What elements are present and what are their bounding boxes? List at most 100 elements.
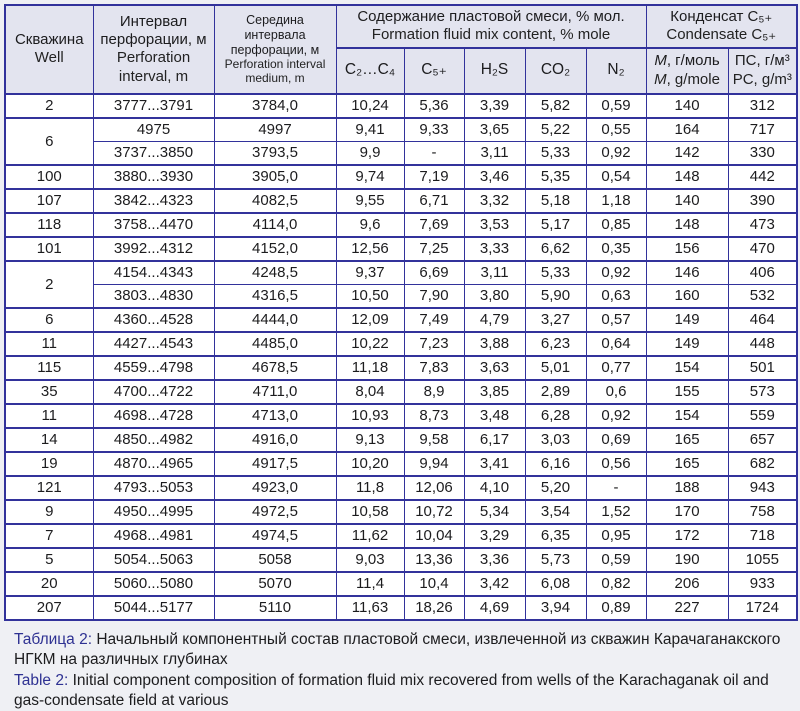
co2-cell: 5,35 bbox=[524, 163, 587, 190]
c5-cell: 9,58 bbox=[403, 426, 465, 453]
table-row: 35 4700...4722 4711,0 8,04 8,9 3,85 2,89 0,6 155… bbox=[4, 378, 798, 405]
condensate-content-unit-ru: ПС, г/м³ bbox=[734, 52, 790, 70]
c5-cell: 7,90 bbox=[403, 283, 465, 309]
well-cell: 121 bbox=[4, 474, 94, 501]
c5-cell: 13,36 bbox=[403, 546, 465, 573]
c2c4-cell: 9,9 bbox=[335, 140, 405, 166]
n2-cell: 0,89 bbox=[585, 594, 647, 621]
c2c4-cell: 10,22 bbox=[335, 330, 405, 357]
pc-cell: 657 bbox=[727, 426, 798, 453]
co2-cell: 6,62 bbox=[524, 235, 587, 262]
interval-cell: 5044...5177 bbox=[92, 594, 215, 621]
m-cell: 154 bbox=[645, 354, 729, 381]
c2c4-cell: 11,8 bbox=[335, 474, 405, 501]
formation-table: Скважина Well Интервал перфорации, м Per… bbox=[4, 4, 799, 621]
h2s-cell: 3,41 bbox=[463, 450, 526, 477]
interval-cell: 3992...4312 bbox=[92, 235, 215, 262]
table-row: 118 3758...4470 4114,0 9,6 7,69 3,53 5,17 0,85 1… bbox=[4, 211, 798, 238]
c5-cell: 7,83 bbox=[403, 354, 465, 381]
co2-cell: 5,90 bbox=[524, 283, 587, 309]
h2s-cell: 3,48 bbox=[463, 402, 526, 429]
medium-cell: 4917,5 bbox=[213, 450, 337, 477]
pc-cell: 470 bbox=[727, 235, 798, 262]
n2-cell: 0,92 bbox=[585, 402, 647, 429]
table-row: 6 4360...4528 4444,0 12,09 7,49 4,79 3,27 0,57 1… bbox=[4, 306, 798, 333]
medium-cell: 5058 bbox=[213, 546, 337, 573]
table-row: 121 4793...5053 4923,0 11,8 12,06 4,10 5,20-18… bbox=[4, 474, 798, 501]
header-col-molar-mass: M, г/моль M, g/mole bbox=[645, 47, 729, 95]
medium-cell: 4316,5 bbox=[213, 283, 337, 309]
n2-cell: 0,59 bbox=[585, 92, 647, 119]
medium-cell: 3784,0 bbox=[213, 92, 337, 119]
n2-cell: 0,64 bbox=[585, 330, 647, 357]
caption: Таблица 2: Начальный компонентный состав… bbox=[4, 621, 796, 711]
c5-cell: 7,49 bbox=[403, 306, 465, 333]
medium-cell: 4485,0 bbox=[213, 330, 337, 357]
molar-mass-unit-en: , g/mole bbox=[666, 70, 720, 88]
table-row: 107 3842...4323 4082,5 9,55 6,71 3,32 5,18 1,18… bbox=[4, 187, 798, 214]
h2s-cell: 6,17 bbox=[463, 426, 526, 453]
m-cell: 146 bbox=[645, 259, 729, 285]
n2-cell: - bbox=[585, 474, 647, 501]
c5-cell: 7,69 bbox=[403, 211, 465, 238]
m-cell: 188 bbox=[645, 474, 729, 501]
header-group-fluid-content-ru: Содержание пластовой смеси, % мол. bbox=[357, 8, 625, 25]
h2s-cell: 3,42 bbox=[463, 570, 526, 597]
table-row: 3737...3850 3793,5 9,9-3,11 5,33 0,92 142 330 bbox=[5, 140, 798, 166]
pc-cell: 573 bbox=[727, 378, 798, 405]
medium-cell: 3905,0 bbox=[213, 163, 337, 190]
c2c4-cell: 9,55 bbox=[335, 187, 405, 214]
c5-cell: 6,69 bbox=[403, 259, 465, 285]
caption-en-text: Initial component composition of formati… bbox=[14, 671, 769, 709]
m-cell: 164 bbox=[645, 116, 729, 142]
pc-cell: 442 bbox=[727, 163, 798, 190]
well-cell: 14 bbox=[4, 426, 94, 453]
medium-cell: 5110 bbox=[213, 594, 337, 621]
n2-cell: 0,63 bbox=[585, 283, 647, 309]
header-interval-medium-en: Perforation interval medium, m bbox=[224, 57, 326, 86]
table-row: 19 4870...4965 4917,5 10,20 9,94 3,41 6,16 0,56… bbox=[4, 450, 798, 477]
co2-cell: 6,23 bbox=[524, 330, 587, 357]
h2s-cell: 3,29 bbox=[463, 522, 526, 549]
table-row: 101 3992...4312 4152,0 12,56 7,25 3,33 6,62 0,3… bbox=[4, 235, 798, 262]
table-row: 5 5054...5063 5058 9,03 13,36 3,36 5,73 0,59 190… bbox=[4, 546, 798, 573]
well-cell: 9 bbox=[4, 498, 94, 525]
c5-cell: 8,9 bbox=[403, 378, 465, 405]
c2c4-cell: 12,56 bbox=[335, 235, 405, 262]
c2c4-cell: 10,50 bbox=[335, 283, 405, 309]
n2-cell: 0,55 bbox=[585, 116, 647, 142]
interval-cell: 3842...4323 bbox=[92, 187, 215, 214]
c5-cell: 5,36 bbox=[403, 92, 465, 119]
n2-cell: 0,57 bbox=[585, 306, 647, 333]
co2-cell: 5,18 bbox=[524, 187, 587, 214]
c2c4-cell: 11,18 bbox=[335, 354, 405, 381]
well-cell: 35 bbox=[4, 378, 94, 405]
h2s-cell: 3,32 bbox=[463, 187, 526, 214]
co2-cell: 3,27 bbox=[524, 306, 587, 333]
well-cell: 19 bbox=[4, 450, 94, 477]
molar-mass-symbol: M bbox=[654, 70, 667, 88]
medium-cell: 4711,0 bbox=[213, 378, 337, 405]
c5-cell: 10,04 bbox=[403, 522, 465, 549]
interval-cell: 3777...3791 bbox=[92, 92, 215, 119]
m-cell: 156 bbox=[645, 235, 729, 262]
header-col-h2s: H₂S bbox=[463, 47, 526, 95]
interval-cell: 4850...4982 bbox=[92, 426, 215, 453]
pc-cell: 312 bbox=[727, 92, 798, 119]
interval-cell: 4870...4965 bbox=[92, 450, 215, 477]
interval-cell: 4427...4543 bbox=[92, 330, 215, 357]
caption-ru-text: Начальный компонентный состав пластовой … bbox=[14, 630, 781, 668]
well-cell: 2 bbox=[4, 92, 94, 119]
n2-cell: 0,35 bbox=[585, 235, 647, 262]
table-row: 7 4968...4981 4974,5 11,62 10,04 3,29 6,35 0,95… bbox=[4, 522, 798, 549]
table-row: 115 4559...4798 4678,5 11,18 7,83 3,63 5,01 0,7… bbox=[4, 354, 798, 381]
c2c4-cell: 11,63 bbox=[335, 594, 405, 621]
n2-cell: 0,59 bbox=[585, 546, 647, 573]
h2s-cell: 3,11 bbox=[463, 259, 526, 285]
co2-cell: 6,28 bbox=[524, 402, 587, 429]
pc-cell: 406 bbox=[727, 259, 798, 285]
pc-cell: 330 bbox=[727, 140, 798, 166]
well-cell: 6 bbox=[4, 116, 94, 166]
well-cell: 5 bbox=[4, 546, 94, 573]
